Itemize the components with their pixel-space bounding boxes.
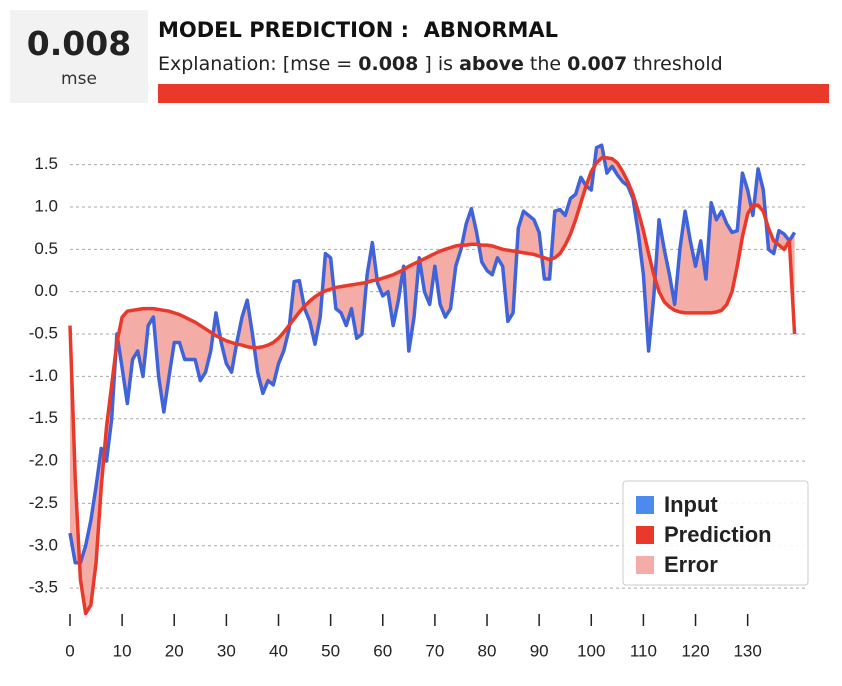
x-tick-label: 80 xyxy=(478,641,497,660)
text: ] is xyxy=(418,53,460,75)
series-line xyxy=(68,143,797,565)
explanation: Explanation: [mse = 0.008 ] is above the… xyxy=(158,53,723,75)
x-tick-label: 10 xyxy=(113,641,132,660)
x-tick-label: 30 xyxy=(217,641,236,660)
y-tick-label: 1.5 xyxy=(34,154,58,173)
legend-label: Input xyxy=(664,492,718,517)
y-tick-label: -3.0 xyxy=(29,535,58,554)
series-line xyxy=(68,156,797,616)
mse-value: 0.008 xyxy=(358,53,419,75)
score-box: 0.008 mse xyxy=(10,10,148,103)
x-tick-label: 130 xyxy=(733,641,761,660)
legend-swatch xyxy=(636,496,654,514)
y-tick-label: 1.0 xyxy=(34,196,58,215)
text: Explanation: [mse = xyxy=(158,53,359,75)
x-tick-label: 110 xyxy=(630,641,657,660)
threshold: 0.007 xyxy=(567,53,628,75)
legend-label: Prediction xyxy=(664,522,772,547)
y-tick-label: -2.0 xyxy=(29,451,58,470)
x-tick-label: 100 xyxy=(577,641,605,660)
y-tick-label: -1.5 xyxy=(29,408,58,427)
y-tick-label: -0.5 xyxy=(29,324,58,343)
y-tick-label: -3.5 xyxy=(29,578,58,597)
y-tick-label: -2.5 xyxy=(29,493,58,512)
y-tick-label: 0.0 xyxy=(34,281,58,300)
x-tick-label: 90 xyxy=(530,641,549,660)
text: threshold xyxy=(627,53,723,75)
legend-swatch xyxy=(636,556,654,574)
y-tick-label: -1.0 xyxy=(29,366,58,385)
prediction-title: MODEL PREDICTION : ABNORMAL xyxy=(158,18,559,42)
x-tick-label: 70 xyxy=(425,641,444,660)
verdict: above xyxy=(459,53,524,75)
y-tick-label: 0.5 xyxy=(34,239,58,258)
score-label: mse xyxy=(61,69,97,89)
x-tick-label: 20 xyxy=(165,641,184,660)
x-tick-label: 0 xyxy=(65,641,74,660)
legend-label: Error xyxy=(664,552,718,577)
legend-swatch xyxy=(636,526,654,544)
status-bar xyxy=(158,84,829,103)
score-value: 0.008 xyxy=(26,24,132,63)
x-tick-label: 40 xyxy=(269,641,288,660)
x-tick-label: 120 xyxy=(681,641,709,660)
x-tick-label: 50 xyxy=(321,641,340,660)
text: the xyxy=(523,53,568,75)
legend-box xyxy=(622,480,809,586)
x-tick-label: 60 xyxy=(373,641,392,660)
